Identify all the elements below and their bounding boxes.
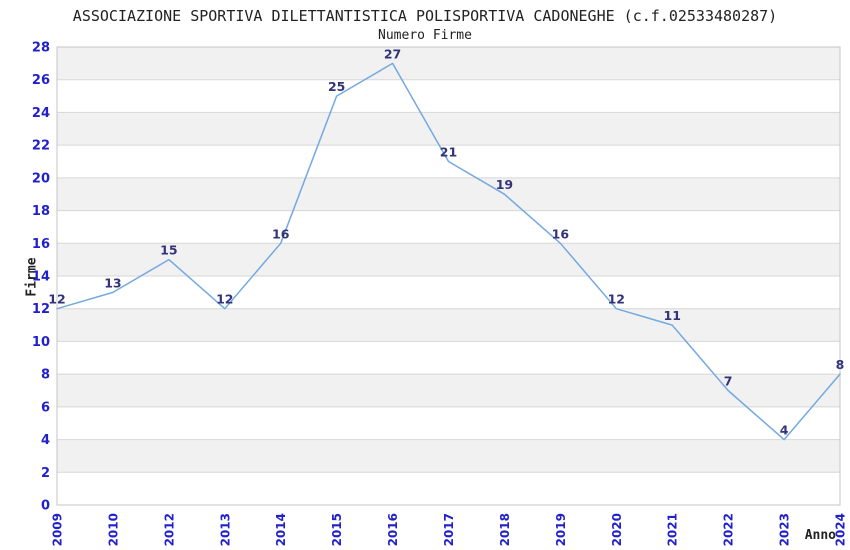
plot-band: [57, 439, 840, 473]
x-tick-label: 2018: [498, 513, 512, 546]
chart-subtitle: Numero Firme: [378, 28, 472, 43]
y-tick-label: 0: [41, 499, 50, 514]
y-tick-label: 14: [32, 270, 50, 285]
x-tick-label: 2017: [442, 513, 456, 546]
y-tick-label: 2: [41, 466, 50, 481]
y-tick-label: 10: [32, 335, 50, 350]
point-label: 12: [216, 292, 233, 307]
point-label: 11: [664, 308, 681, 323]
point-label: 13: [104, 275, 121, 290]
point-label: 25: [328, 79, 345, 94]
y-tick-label: 4: [41, 433, 50, 448]
point-label: 7: [724, 374, 733, 389]
point-label: 21: [440, 145, 457, 160]
point-label: 15: [160, 243, 177, 258]
x-tick-label: 2012: [162, 513, 176, 546]
plot-border: [56, 46, 841, 506]
y-tick-label: 28: [32, 41, 50, 56]
point-label: 19: [496, 177, 513, 192]
point-label: 4: [780, 423, 789, 438]
y-tick-label: 8: [41, 368, 50, 383]
plot-band: [57, 112, 840, 146]
point-label: 16: [272, 226, 290, 241]
y-tick-label: 6: [41, 400, 50, 415]
plot-band: [57, 177, 840, 211]
y-tick-label: 20: [32, 171, 50, 186]
x-tick-label: 2016: [386, 513, 400, 546]
x-tick-label: 2013: [218, 513, 232, 546]
point-label: 8: [836, 357, 845, 372]
x-tick-label: 2015: [330, 513, 344, 546]
point-label: 27: [384, 46, 401, 61]
y-tick-label: 18: [32, 204, 50, 219]
plot-band: [57, 47, 840, 80]
y-tick-label: 24: [32, 106, 50, 121]
chart-title: ASSOCIAZIONE SPORTIVA DILETTANTISTICA PO…: [72, 7, 778, 25]
x-tick-label: 2009: [51, 513, 65, 546]
x-tick-label: 2014: [274, 513, 288, 546]
point-label: 12: [48, 292, 65, 307]
point-label: 16: [552, 226, 570, 241]
plot-band: [57, 308, 840, 342]
x-tick-label: 2020: [610, 513, 624, 546]
x-tick-label: 2019: [554, 513, 568, 546]
plot-band: [57, 243, 840, 276]
x-tick-label: 2022: [722, 513, 736, 546]
point-label: 12: [608, 292, 625, 307]
data-line: [56, 62, 841, 441]
x-tick-label: 2024: [834, 513, 848, 546]
plot-band: [57, 374, 840, 407]
x-tick-label: 2023: [778, 513, 792, 546]
y-tick-label: 16: [32, 237, 50, 252]
y-tick-label: 26: [32, 73, 50, 88]
x-tick-label: 2021: [666, 513, 680, 546]
x-tick-label: 2010: [106, 513, 120, 546]
y-tick-label: 22: [32, 139, 50, 154]
x-axis-label: Anno: [804, 528, 836, 543]
y-tick-label: 12: [32, 302, 50, 317]
